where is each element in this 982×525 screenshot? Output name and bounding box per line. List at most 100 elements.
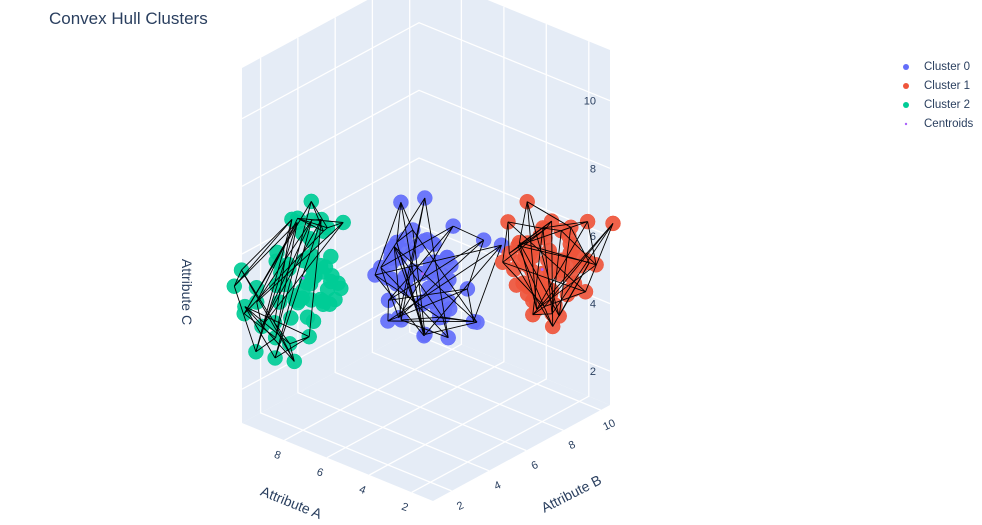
- hull-edge: [466, 288, 474, 322]
- hull-edge: [256, 218, 299, 303]
- hull-edge: [243, 313, 276, 339]
- hull-edge: [502, 261, 586, 293]
- hull-edge: [544, 291, 586, 308]
- legend-label: Cluster 1: [924, 79, 971, 92]
- hull-edge: [311, 219, 322, 221]
- y-axis-title: Attribute B: [538, 472, 604, 516]
- hull-edge: [255, 337, 276, 353]
- hull-edge: [393, 246, 478, 323]
- hull-edge: [508, 228, 546, 254]
- hull-edge: [393, 246, 402, 320]
- hull-edge: [502, 221, 509, 263]
- legend-label: Cluster 0: [924, 60, 971, 73]
- data-point: [573, 257, 589, 274]
- data-layer: [226, 190, 621, 370]
- hull-edge: [532, 313, 553, 316]
- hull-edge: [507, 221, 546, 230]
- hull-edge: [502, 228, 546, 263]
- hull-edge: [308, 219, 322, 337]
- hull-edge: [244, 306, 276, 359]
- hull-edge: [261, 220, 313, 327]
- hull-edge: [518, 242, 538, 310]
- hull-edge: [542, 227, 562, 232]
- hull-edge: [400, 202, 414, 231]
- hull-edge: [256, 219, 313, 303]
- z-tick-label: 6: [590, 231, 596, 243]
- hull-edge: [502, 261, 545, 307]
- z-tick-label: 8: [590, 163, 596, 175]
- hull-edge: [297, 217, 324, 232]
- centroid-point: [540, 268, 544, 271]
- hull-edge: [255, 222, 298, 352]
- hull-edge: [551, 230, 562, 314]
- legend-label: Cluster 2: [924, 98, 971, 111]
- hull-edge: [570, 227, 590, 263]
- hull-edge: [388, 288, 468, 301]
- y-tick-label: 4: [492, 479, 503, 492]
- hull-edge: [401, 316, 443, 321]
- hull-edge: [453, 225, 484, 241]
- z-tick-label: 2: [590, 366, 596, 378]
- z-axis-title: Attribute C: [179, 259, 195, 325]
- series-cluster-1: [494, 193, 621, 335]
- hull-edge: [387, 300, 389, 322]
- hull-edge: [241, 219, 293, 271]
- hull-edge: [274, 336, 310, 359]
- hull-edge: [517, 245, 590, 264]
- legend-swatch-cluster-2: [898, 98, 920, 112]
- hull-edge: [423, 317, 440, 337]
- hull-edge: [398, 225, 454, 318]
- hull-edge: [412, 229, 478, 323]
- gridline-z: [241, 21, 611, 120]
- hull-edge: [275, 222, 298, 338]
- gridline-z: [241, 89, 611, 187]
- legend: Cluster 0 Cluster 1 Cluster 2 Centroids: [898, 57, 973, 133]
- floor-plane: [242, 327, 610, 501]
- hull-edge: [507, 221, 510, 254]
- convex-hull-edges: [233, 201, 344, 362]
- x-tick-label: 2: [400, 501, 410, 514]
- y-tick-label: 10: [601, 417, 617, 433]
- hull-edge: [398, 197, 426, 318]
- legend-item-centroids[interactable]: Centroids: [898, 114, 973, 133]
- hull-edge: [289, 336, 310, 345]
- data-point: [315, 296, 331, 313]
- centroid-point: [421, 272, 425, 276]
- series-centroids: [301, 268, 544, 280]
- hull-edge: [400, 202, 425, 336]
- x-tick-label: 4: [357, 483, 367, 496]
- legend-item-cluster-2[interactable]: Cluster 2: [898, 95, 973, 114]
- legend-swatch-centroids: [898, 117, 920, 131]
- hull-edge: [544, 223, 614, 307]
- hull-edge: [244, 306, 295, 362]
- y-tick-label: 8: [567, 439, 578, 452]
- chart-title: Convex Hull Clusters: [49, 9, 208, 28]
- legend-label: Centroids: [924, 117, 974, 130]
- hull-edge: [380, 267, 400, 318]
- convex-hull-edges: [374, 197, 502, 339]
- gridline-z: [241, 292, 611, 390]
- hull-edge: [323, 227, 328, 232]
- hull-edge: [274, 322, 295, 362]
- z-tick-label: 10: [584, 96, 596, 108]
- hull-edge: [536, 221, 588, 310]
- hull-edge: [466, 239, 485, 290]
- centroid-point: [301, 276, 305, 280]
- hull-edge: [551, 223, 614, 315]
- hull-edge: [439, 244, 502, 318]
- x-tick-label: 6: [315, 466, 325, 479]
- hull-edge: [532, 306, 545, 316]
- hull-edge: [261, 219, 322, 327]
- convex-hull-edges: [502, 201, 614, 327]
- hull-edge: [387, 320, 474, 323]
- hull-edge: [585, 223, 614, 292]
- hull-edge: [542, 221, 588, 229]
- hull-edge: [393, 246, 426, 335]
- legend-item-cluster-0[interactable]: Cluster 0: [898, 57, 973, 76]
- x-tick-label: 8: [273, 449, 283, 462]
- legend-item-cluster-1[interactable]: Cluster 1: [898, 76, 973, 95]
- y-tick-label: 2: [455, 499, 466, 512]
- hull-edge: [388, 239, 484, 301]
- y-tick-label: 6: [530, 459, 541, 472]
